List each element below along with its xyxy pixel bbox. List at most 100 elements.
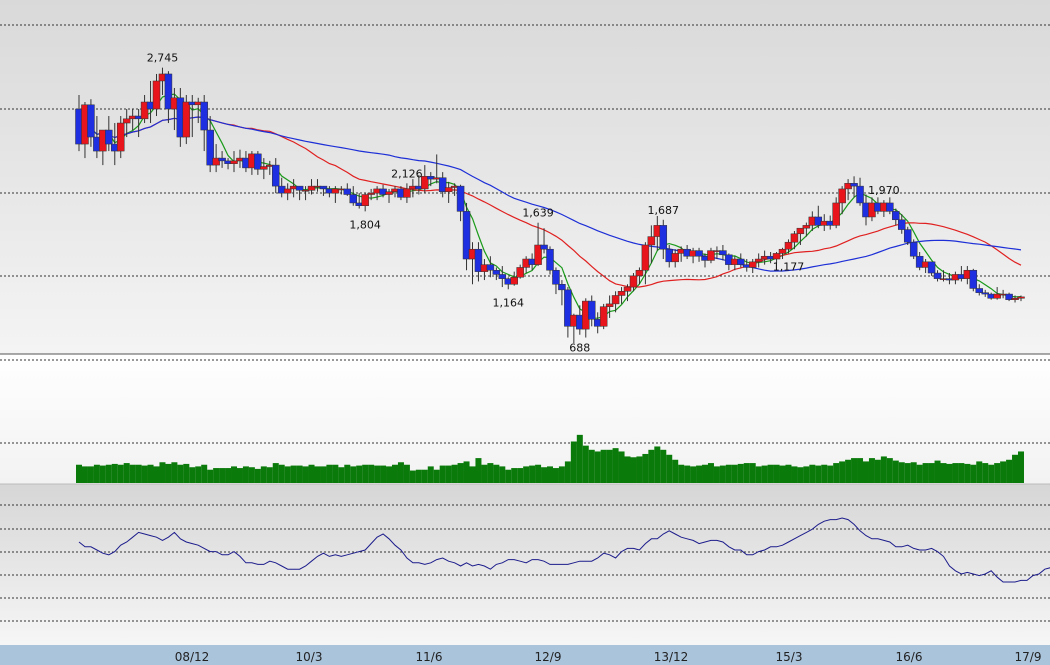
candle-down <box>719 250 727 256</box>
volume-bar <box>272 463 279 483</box>
price-annotation-label: 1,970 <box>868 184 900 197</box>
volume-bar <box>481 464 488 483</box>
volume-bar <box>439 465 446 483</box>
candle-down <box>474 248 483 272</box>
volume-bar <box>374 465 381 483</box>
volume-bar <box>403 464 410 483</box>
candle-down <box>927 261 936 274</box>
candle-up <box>605 303 614 307</box>
volume-bar <box>242 466 249 483</box>
volume-bar <box>946 463 953 483</box>
candle-up <box>444 187 453 192</box>
candle-down <box>886 202 894 212</box>
price-annotation-label: 1,639 <box>522 207 554 220</box>
price-annotation-label: 2,745 <box>147 52 179 65</box>
volume-bar <box>129 464 136 483</box>
x-tick-label: 17/9 <box>1015 650 1042 664</box>
volume-bar <box>219 468 226 483</box>
volume-bar <box>779 465 786 483</box>
x-tick-label: 10/3 <box>296 650 323 664</box>
volume-bar <box>767 464 774 483</box>
volume-bar <box>397 462 404 483</box>
volume-bar <box>648 449 655 483</box>
candle-up <box>838 188 846 204</box>
candle-down <box>587 300 596 320</box>
volume-bar <box>910 462 917 483</box>
candle-down <box>892 211 900 221</box>
volume-bar <box>976 461 983 483</box>
candle-down <box>850 183 858 187</box>
volume-bar <box>147 464 154 483</box>
candle-up <box>182 101 191 138</box>
volume-bar <box>934 460 941 483</box>
candle-down <box>903 229 912 243</box>
volume-bar <box>940 463 947 483</box>
volume-bar <box>755 466 762 483</box>
volume-bar <box>469 466 476 483</box>
candle-down <box>492 269 501 275</box>
volume-bar <box>487 463 494 483</box>
volume-bar <box>988 464 995 483</box>
x-axis-tick-labels: 08/12 10/3 11/6 12/9 13/12 15/3 16/6 17/9 <box>175 650 1042 664</box>
candle-up <box>510 277 518 285</box>
volume-bar <box>153 466 160 483</box>
volume-bar <box>1000 461 1007 483</box>
volume-bar <box>517 468 524 483</box>
candle-up <box>367 192 375 195</box>
volume-bar <box>421 469 428 483</box>
candle-up <box>790 233 799 243</box>
x-axis-band <box>0 645 1050 665</box>
candle-up <box>1011 298 1019 300</box>
volume-bar <box>642 453 649 483</box>
rsi-line <box>78 517 1050 583</box>
candle-up <box>331 188 340 194</box>
volume-bar <box>690 466 697 483</box>
volume-bar <box>833 463 840 483</box>
volume-bar <box>547 466 553 483</box>
volume-bar <box>1006 459 1013 483</box>
volume-bar <box>892 460 899 483</box>
candle-up <box>516 267 524 278</box>
volume-bar <box>248 467 255 483</box>
price-annotation-label: 688 <box>569 342 590 355</box>
volume-bar <box>862 461 869 483</box>
candle-up <box>993 293 1001 299</box>
volume-bar <box>76 464 82 483</box>
volume-bar <box>803 466 810 483</box>
volume-bar <box>493 464 500 483</box>
volume-bar <box>552 468 559 483</box>
volume-bar <box>529 465 536 483</box>
candle-down <box>498 274 507 279</box>
volume-bar <box>588 449 595 483</box>
candle-down <box>486 264 495 271</box>
price-annotations: 2,745 1,804 2,126 1,164 1,639 688 1,687 1,177 1,… <box>147 52 900 355</box>
volume-bar <box>457 463 464 483</box>
candle-down <box>969 269 978 289</box>
candle-up <box>641 244 650 271</box>
volume-bar <box>839 461 846 483</box>
volume-bar <box>463 461 470 483</box>
candle-up <box>116 122 125 152</box>
volume-bar <box>81 466 88 483</box>
volume-bar <box>213 468 220 483</box>
candle-down <box>87 104 95 138</box>
volume-bar <box>1018 451 1024 483</box>
volume-bar <box>612 448 619 483</box>
candle-down <box>558 284 566 291</box>
candle-up <box>534 244 542 265</box>
candle-down <box>564 289 572 327</box>
volume-bar <box>165 463 172 483</box>
volume-bar <box>87 466 94 483</box>
rsi-gridlines <box>0 504 1050 622</box>
candle-up <box>421 176 429 190</box>
volume-bar <box>451 464 458 483</box>
volume-bar <box>308 464 315 483</box>
volume-bar <box>743 463 750 483</box>
candle-up <box>617 291 626 296</box>
volume-bar <box>368 464 375 483</box>
volume-bar <box>511 468 518 483</box>
candle-down <box>933 272 942 279</box>
candle-down <box>975 288 984 293</box>
volume-bar <box>541 467 548 483</box>
